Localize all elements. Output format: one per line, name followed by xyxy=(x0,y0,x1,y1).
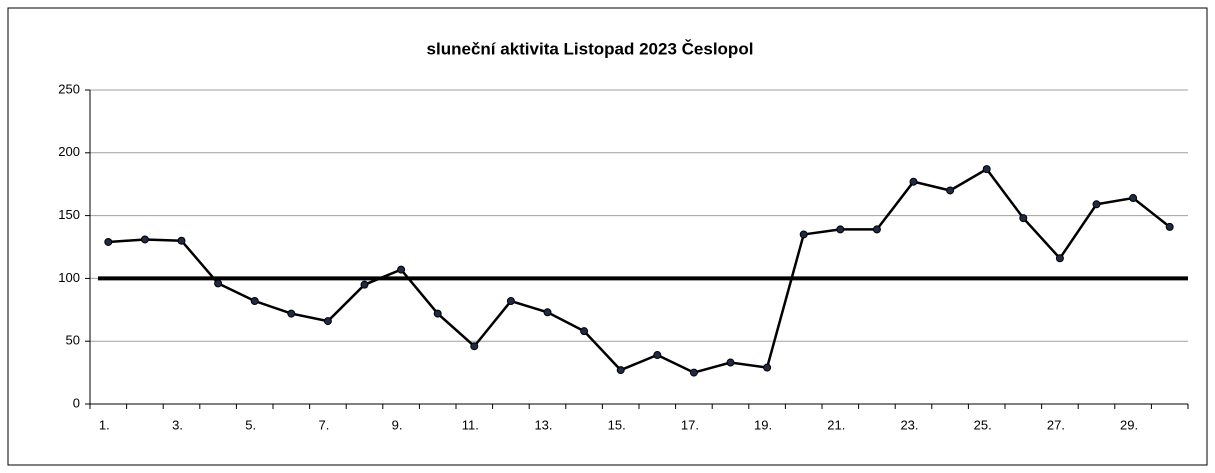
series-line xyxy=(108,167,1171,374)
x-tick-label: 1. xyxy=(99,417,110,432)
point xyxy=(1055,254,1064,263)
y-tick-label: 200 xyxy=(58,144,80,159)
point xyxy=(214,279,223,288)
x-tick-label: 5. xyxy=(245,417,256,432)
point xyxy=(470,342,479,351)
point xyxy=(104,237,113,246)
x-tick-label: 29. xyxy=(1120,417,1138,432)
x-tick-label: 7. xyxy=(318,417,329,432)
point xyxy=(397,265,406,274)
point xyxy=(946,186,955,195)
x-tick-label: 27. xyxy=(1047,417,1065,432)
point xyxy=(763,363,772,372)
point xyxy=(140,235,149,244)
point xyxy=(177,236,186,245)
point xyxy=(323,317,332,326)
y-tick-label: 150 xyxy=(58,207,80,222)
point xyxy=(982,165,991,174)
point xyxy=(836,225,845,234)
y-tick-label: 50 xyxy=(66,333,80,348)
x-tick-label: 15. xyxy=(608,417,626,432)
y-tick-label: 100 xyxy=(58,270,80,285)
point xyxy=(689,368,698,377)
point xyxy=(360,280,369,289)
point xyxy=(506,297,515,306)
point xyxy=(726,358,735,367)
point xyxy=(1129,194,1138,203)
chart-frame xyxy=(7,7,1208,466)
point xyxy=(1019,214,1028,223)
point xyxy=(543,308,552,317)
x-tick-label: 3. xyxy=(172,417,183,432)
x-tick-label: 13. xyxy=(534,417,552,432)
point xyxy=(1165,222,1174,231)
x-tick-label: 9. xyxy=(392,417,403,432)
point xyxy=(616,366,625,375)
x-tick-label: 25. xyxy=(974,417,992,432)
y-tick-label: 250 xyxy=(58,81,80,96)
point xyxy=(433,309,442,318)
x-tick-label: 17. xyxy=(681,417,699,432)
x-tick-label: 23. xyxy=(900,417,918,432)
point xyxy=(1092,200,1101,209)
chart-title: sluneční aktivita Listopad 2023 Česlopol xyxy=(427,39,754,58)
point xyxy=(909,177,918,186)
x-tick-label: 19. xyxy=(754,417,772,432)
point xyxy=(872,225,881,234)
point xyxy=(799,230,808,239)
x-tick-label: 21. xyxy=(827,417,845,432)
x-tick-label: 11. xyxy=(462,417,479,432)
point xyxy=(653,351,662,360)
point xyxy=(287,309,296,318)
point xyxy=(580,327,589,336)
point xyxy=(250,297,259,306)
y-tick-label: 0 xyxy=(73,395,80,410)
